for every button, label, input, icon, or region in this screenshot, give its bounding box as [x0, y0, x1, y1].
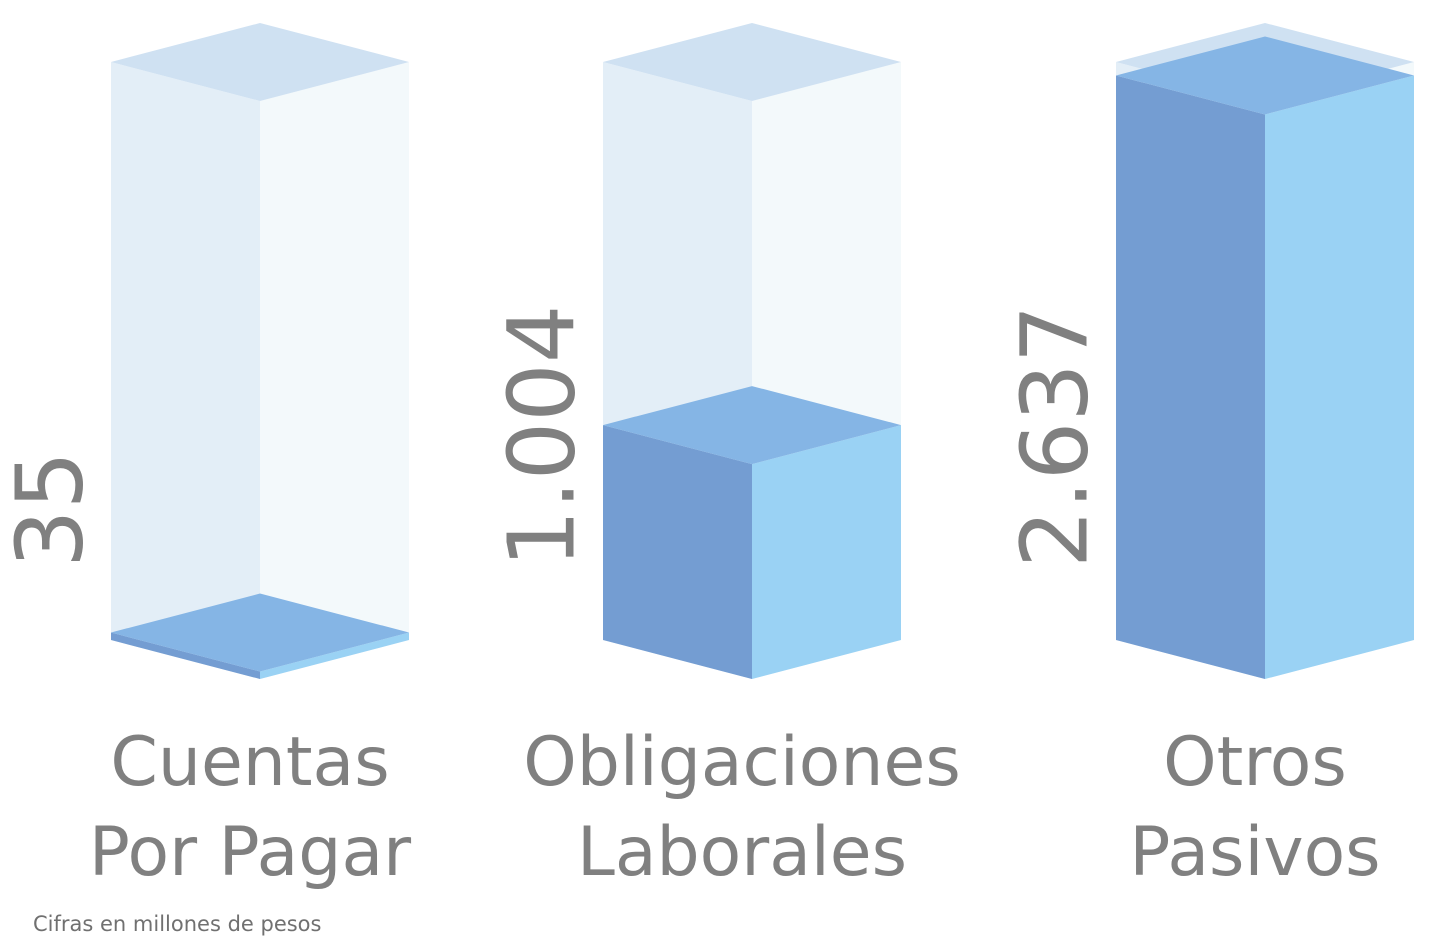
- track-front: [111, 62, 260, 679]
- footnote: Cifras en millones de pesos: [33, 912, 322, 936]
- bar-front: [1116, 75, 1265, 679]
- bar-top: [1116, 36, 1414, 115]
- bar-side: [1265, 75, 1414, 679]
- track-side: [260, 62, 409, 679]
- category-label: Obligaciones Laborales: [523, 723, 961, 892]
- bar-track: [111, 23, 409, 679]
- category-label: Cuentas Por Pagar: [88, 723, 412, 892]
- value-label: 35: [0, 451, 103, 568]
- bar-side: [260, 632, 409, 679]
- track-top: [603, 23, 901, 101]
- value-label: 2.637: [1001, 305, 1108, 568]
- category-label: Otros Pasivos: [1129, 723, 1381, 892]
- bar: [603, 386, 901, 679]
- bar: [1116, 36, 1414, 679]
- value-label: 1.004: [488, 305, 595, 568]
- bar-front: [603, 425, 752, 679]
- bar-top: [111, 593, 409, 672]
- track-top: [111, 23, 409, 101]
- bar: [111, 593, 409, 679]
- bar-side: [752, 425, 901, 679]
- bar-front: [111, 632, 260, 679]
- bar-top: [603, 386, 901, 465]
